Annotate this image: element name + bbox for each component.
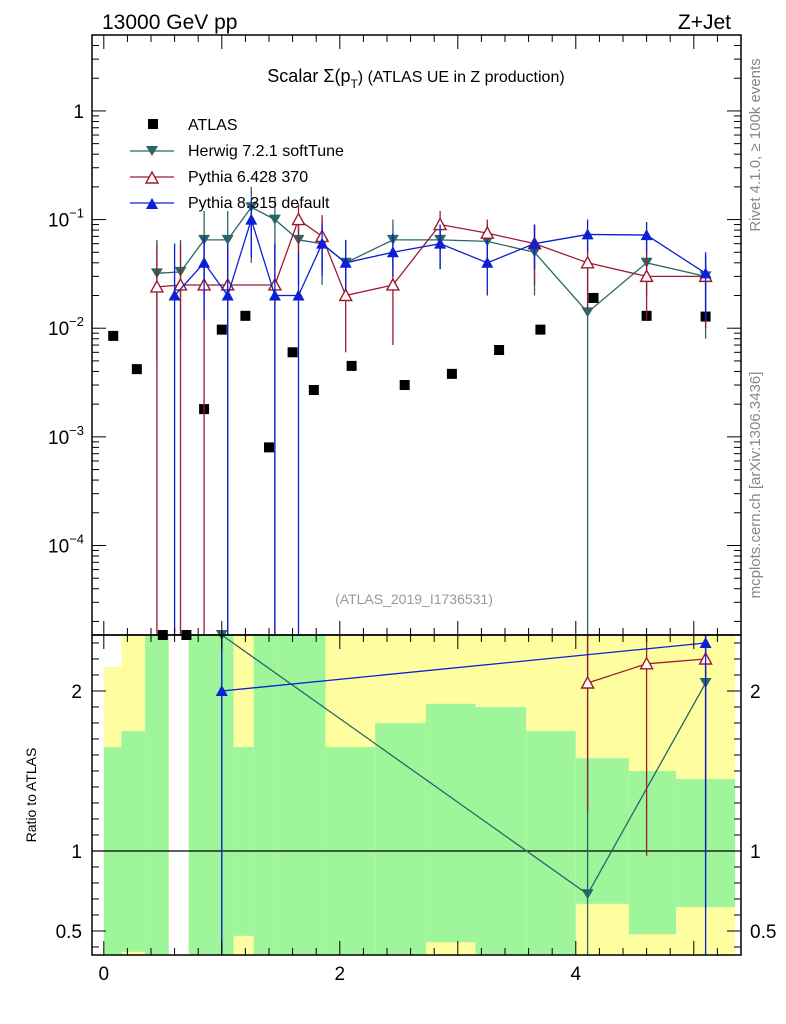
green-band: [575, 758, 629, 904]
green-band: [526, 731, 576, 955]
data-point: [699, 267, 712, 279]
data-point: [287, 347, 298, 358]
data-point: [581, 307, 594, 318]
ratio-point: [581, 889, 594, 900]
ratio-point: [699, 637, 712, 648]
data-point: [291, 212, 306, 226]
main-plot: [108, 186, 713, 640]
ratio-y-tick-label: 0.5: [56, 922, 82, 943]
y-tick-label: 10−4: [48, 531, 84, 557]
data-point: [198, 256, 211, 268]
data-point: [268, 214, 281, 225]
y-tick-label: 10−3: [48, 423, 84, 449]
ratio-plot: [92, 630, 741, 955]
data-point: [338, 288, 353, 302]
green-band: [121, 731, 146, 952]
green-band: [277, 635, 299, 955]
green-band: [375, 723, 426, 955]
data-point: [149, 279, 165, 293]
data-point: [385, 277, 401, 291]
legend-marker-pythia8: [146, 198, 158, 209]
data-point: [245, 213, 258, 225]
data-point: [216, 324, 227, 335]
y-tick-label: 10−1: [48, 206, 84, 232]
legend-marker-pythia6: [144, 170, 160, 184]
data-point: [640, 229, 653, 241]
legend-label-herwig: Herwig 7.2.1 softTune: [188, 143, 344, 160]
data-point: [264, 442, 274, 453]
green-band: [628, 771, 677, 935]
data-point: [480, 225, 495, 239]
side-text-top: Rivet 4.1.0, ≥ 100k events: [747, 58, 764, 231]
legend-marker-atlas: [148, 119, 158, 129]
ratio-point: [639, 656, 654, 670]
header-left: 13000 GeV pp: [102, 11, 237, 34]
data-point: [481, 256, 494, 268]
ratio-bands: [103, 635, 736, 955]
frames: [91, 34, 742, 956]
data-point: [494, 345, 505, 356]
data-point: [386, 246, 399, 258]
data-point: [168, 289, 181, 301]
title-sub: T: [350, 77, 358, 91]
data-point: [339, 256, 352, 268]
data-point: [292, 289, 305, 301]
x-tick-label: 2: [335, 964, 346, 985]
legend-label-pythia6: Pythia 6.428 370: [188, 169, 308, 186]
data-point: [131, 364, 142, 375]
ratio-point: [215, 685, 228, 696]
green-band: [145, 635, 169, 955]
data-point: [434, 237, 447, 249]
title-main: Scalar Σ(p: [267, 66, 350, 86]
data-point: [581, 228, 594, 240]
chart-title: Scalar Σ(pT) (ATLAS UE in Z production): [267, 66, 564, 91]
y-tick-label: 1: [73, 102, 84, 123]
legend-label-pythia8: Pythia 8.315 default: [188, 195, 330, 212]
ratio-y-tick-label: 1: [71, 842, 82, 863]
legend: ATLAS Herwig 7.2.1 softTune Pythia 6.428…: [130, 117, 344, 212]
data-point: [221, 289, 234, 301]
data-point: [446, 368, 457, 379]
data-point: [346, 360, 357, 371]
legend-marker-herwig: [146, 146, 158, 156]
x-tick-label: 4: [571, 964, 582, 985]
data-point: [535, 324, 546, 335]
green-band: [233, 747, 254, 936]
data-point: [108, 330, 119, 341]
header-right: Z+Jet: [678, 11, 731, 34]
green-band: [298, 635, 326, 955]
x-tick-label: 0: [99, 964, 110, 985]
side-text-bottom: mcplots.cern.ch [arXiv:1306.3436]: [747, 372, 764, 599]
data-point: [268, 289, 281, 301]
axis-ticks: 0 2 4 1 10−1 10−2 10−3 10−4 0.5 0.5 1 1 2 2: [48, 34, 776, 985]
data-point: [173, 277, 188, 291]
ratio-line: [221, 642, 706, 692]
y-tick-label: 10−2: [48, 314, 84, 340]
green-band: [188, 635, 210, 955]
ratio-ylabel: Ratio to ATLAS: [23, 748, 39, 843]
watermark: (ATLAS_2019_I1736531): [335, 591, 493, 607]
data-point: [580, 255, 595, 269]
ratio-frame: [91, 634, 742, 956]
data-point: [588, 292, 599, 303]
ratio-y-tick-label-right: 0.5: [750, 922, 776, 943]
ratio-point: [580, 675, 595, 689]
title-rest: ) (ATLAS UE in Z production): [358, 69, 565, 86]
ratio-y-tick-label-right: 2: [750, 682, 761, 703]
ratio-y-tick-label: 2: [71, 682, 82, 703]
data-point: [316, 237, 329, 249]
data-point: [308, 384, 319, 395]
green-band: [425, 703, 476, 943]
data-point: [399, 380, 410, 391]
green-band: [253, 635, 278, 955]
ratio-y-tick-label-right: 1: [750, 842, 761, 863]
legend-label-atlas: ATLAS: [188, 117, 238, 134]
data-point: [528, 237, 541, 249]
data-point: [240, 310, 251, 321]
data-point: [639, 268, 654, 283]
green-band: [475, 707, 527, 955]
data-point: [221, 234, 234, 245]
